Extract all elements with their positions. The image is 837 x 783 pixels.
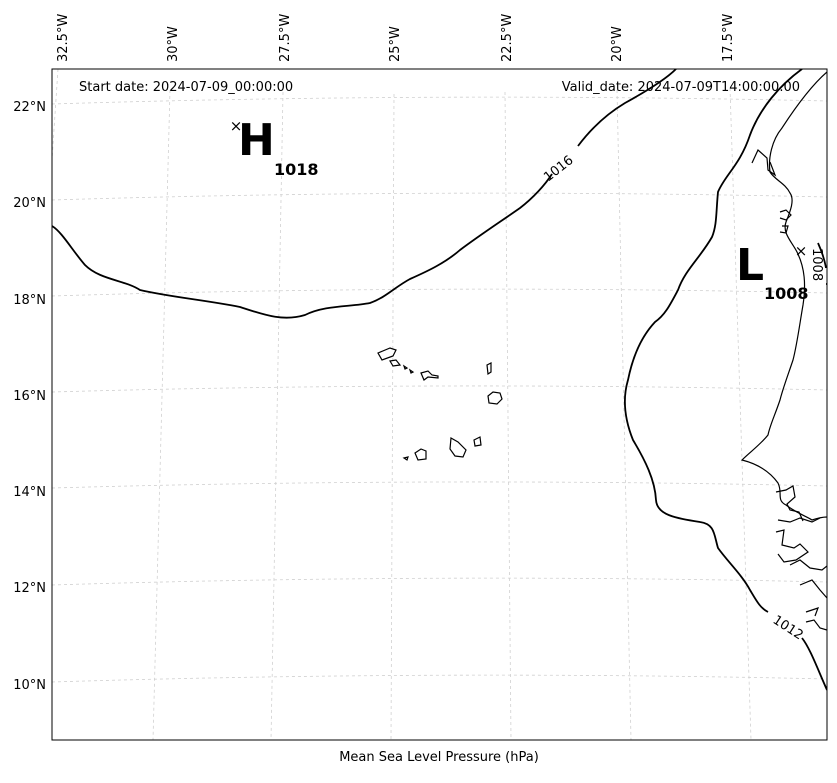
low-pressure-letter: L — [736, 240, 764, 291]
isobar-1012 — [623, 69, 827, 691]
lon-label: 32.5°W — [56, 14, 71, 62]
lat-label: 12°N — [13, 581, 46, 596]
lat-label: 10°N — [13, 678, 46, 693]
high-pressure-letter: H — [238, 115, 275, 166]
africa-north-detail — [751, 149, 777, 177]
graticule — [52, 69, 827, 740]
island — [402, 456, 409, 461]
contour-label-1008: 1008 — [809, 248, 824, 281]
island — [420, 370, 439, 381]
latitude-labels: 22°N 20°N 18°N 16°N 14°N 12°N 10°N — [13, 100, 46, 693]
guinea-bissau-coast — [775, 529, 827, 631]
lon-label: 27.5°W — [278, 14, 293, 62]
cape-verde-islands — [377, 347, 503, 461]
lat-label: 22°N — [13, 100, 46, 115]
longitude-labels: 32.5°W 30°W 27.5°W 25°W 22.5°W 20°W 17.5… — [56, 14, 736, 62]
lat-label: 18°N — [13, 293, 46, 308]
island — [473, 436, 482, 447]
island — [377, 347, 397, 361]
lat-label: 16°N — [13, 389, 46, 404]
isobar-1016 — [52, 69, 677, 319]
island — [408, 368, 415, 374]
lat-label: 14°N — [13, 485, 46, 500]
high-pressure-value: 1018 — [274, 160, 319, 179]
lon-label: 22.5°W — [500, 14, 515, 62]
lat-label: 20°N — [13, 196, 46, 211]
lon-label: 25°W — [388, 26, 403, 62]
low-pressure-value: 1008 — [764, 284, 809, 303]
map-area: 1016 1012 1008 × H 1018 × L 1008 Start d… — [52, 69, 827, 740]
africa-coast — [740, 71, 827, 521]
coastlines — [740, 71, 827, 631]
valid-date: Valid_date: 2024-07-09T14:00:00.00 — [562, 80, 800, 95]
map-caption: Mean Sea Level Pressure (hPa) — [339, 750, 539, 765]
island — [486, 362, 492, 376]
island — [414, 448, 427, 461]
island — [402, 364, 409, 370]
lon-label: 30°W — [166, 26, 181, 62]
isobars — [52, 69, 827, 691]
gambia-coast — [775, 485, 821, 523]
island — [449, 437, 467, 458]
cape-verde-bay — [779, 209, 792, 234]
start-date: Start date: 2024-07-09_00:00:00 — [79, 80, 293, 95]
low-center-marker: × — [795, 242, 808, 260]
map-frame — [51, 68, 828, 741]
island — [389, 359, 402, 367]
high-center-marker: × — [230, 117, 243, 135]
lon-label: 20°W — [610, 26, 625, 62]
lon-label: 17.5°W — [721, 14, 736, 62]
island — [487, 391, 503, 405]
